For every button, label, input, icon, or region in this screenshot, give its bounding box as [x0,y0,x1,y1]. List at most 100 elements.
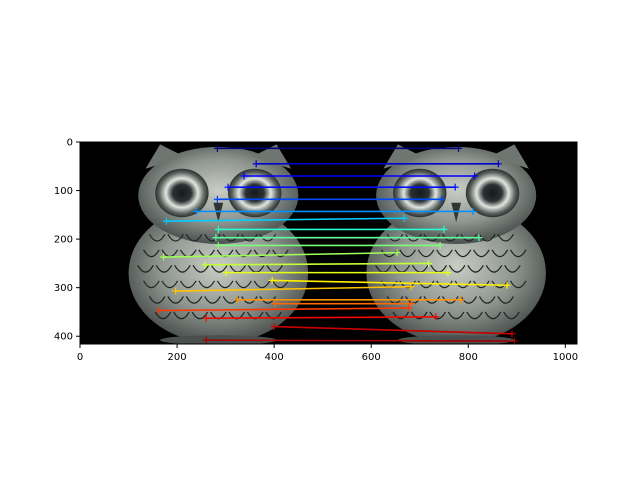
owl-feather [380,249,398,258]
match-marker-7-0 [214,225,222,233]
owl-eye [393,168,447,218]
match-marker-4-1 [438,195,446,203]
match-marker-17-0 [156,306,164,314]
owl-feather [410,311,428,320]
match-lines [156,144,518,344]
owl-feather [272,280,289,289]
owl-feather [185,296,203,304]
match-marker-12-0 [222,269,230,277]
owl-feather [399,249,416,258]
owl-feather [235,249,252,258]
match-marker-6-0 [162,217,170,225]
y-tick-label: 0 [67,138,73,149]
owl-feather [185,233,203,242]
owl-feather [454,249,472,258]
match-marker-7-1 [440,225,448,233]
x-tick-label: 0 [77,352,83,363]
owl-feather [473,280,490,289]
owl-feather [154,311,172,320]
owl-feather [137,265,154,273]
owl-feather [436,249,453,258]
match-marker-3-1 [451,183,459,191]
owl-feather [265,311,282,320]
match-marker-9-1 [436,241,444,249]
owl-feather [148,233,166,242]
match-marker-16-0 [271,300,279,308]
owl-feather [253,249,271,258]
owl-feather [491,249,509,258]
match-marker-2-0 [240,172,248,180]
owl-feather [460,296,478,304]
match-marker-19-1 [508,330,516,338]
match-marker-2-1 [471,172,479,180]
match-marker-10-0 [159,253,167,261]
match-line-10 [163,251,397,258]
owl-base [397,335,515,344]
x-tick-label: 1000 [553,352,578,363]
match-marker-0-1 [455,144,463,152]
match-marker-1-0 [252,160,260,168]
match-marker-18-0 [202,314,210,322]
owl-beak [451,202,462,223]
owl-ear [490,144,529,169]
match-marker-8-1 [475,234,483,242]
match-line-18 [206,316,436,320]
owl-feather [241,296,258,304]
owl-feather [467,265,484,273]
y-tick-label: 200 [54,235,73,246]
y-axis: 0 100 200 300 400 [54,138,80,343]
owl-feather [473,249,490,258]
y-tick-label: 100 [54,186,73,197]
match-marker-20-1 [510,337,518,344]
owl-feather [436,280,453,289]
match-marker-5-0 [192,207,200,215]
owl-feather [167,296,184,304]
match-line-6 [166,217,405,222]
match-marker-14-0 [172,287,180,295]
owl-feather [447,311,465,320]
owl-feather [173,311,190,320]
owl-feather [174,265,191,273]
x-tick-label: 600 [362,352,381,363]
owl-eye [465,168,520,218]
owl-feather [143,249,160,258]
owl-feather [503,311,520,320]
owl-ear [252,144,292,169]
owl-feather [148,296,166,304]
owl-feather [448,265,466,273]
owl-eye [155,168,209,218]
match-line-14 [175,285,412,292]
owl-ear [383,144,423,169]
owl-feather [509,249,527,258]
match-line-19 [274,325,512,335]
match-marker-16-1 [407,300,415,308]
match-marker-5-1 [469,207,477,215]
match-marker-14-1 [407,283,415,291]
owl-feather [272,249,289,258]
match-marker-13-0 [268,276,276,284]
owl-feather [192,265,210,273]
owl-feather [155,265,173,273]
match-marker-4-0 [213,195,221,203]
owl-feather [454,280,472,289]
owl-feather [259,296,277,304]
owl-feather [167,233,184,242]
match-marker-12-1 [444,269,452,277]
owl-feather [235,280,252,289]
owl-feather [485,265,503,273]
match-marker-15-0 [233,296,241,304]
match-line-20 [206,339,515,342]
owl-feather [386,233,404,242]
owl-feather [497,233,514,242]
owl-feather [204,296,221,304]
match-marker-15-1 [457,296,465,304]
owl-feather [484,311,502,320]
owl-feather [417,249,435,258]
x-tick-label: 400 [265,352,284,363]
match-marker-10-1 [393,249,401,257]
owl-photo-image [80,142,577,344]
x-axis: 0 200 400 600 800 1000 [77,344,578,363]
owl-feather [392,311,410,320]
owl-feather [429,311,446,320]
